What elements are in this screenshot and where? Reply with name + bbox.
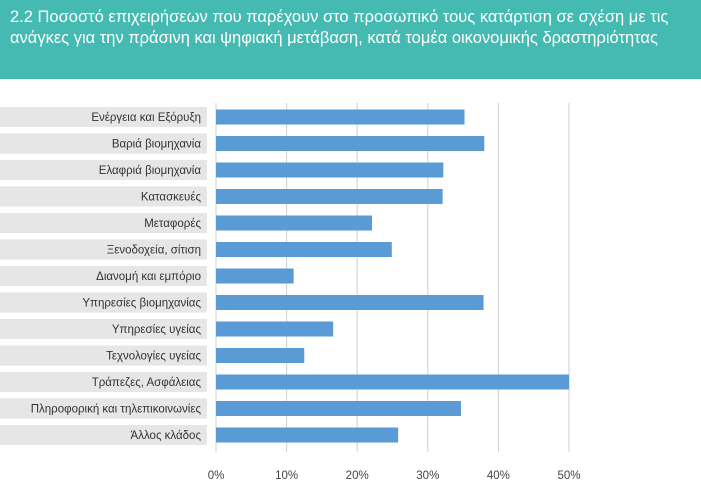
category-labels: Ενέργεια και Εξόρυξη Βαριά βιομηχανία Ελαφ…	[31, 112, 202, 442]
category-label-band	[0, 345, 207, 366]
x-tick-label: 20%	[346, 470, 369, 482]
category-label-band	[0, 107, 207, 127]
category-label: Ξενοδοχεία, σίτιση	[107, 245, 201, 257]
category-label: Τράπεζες, Ασφάλειας	[92, 377, 202, 389]
bar	[216, 162, 444, 178]
x-tick-label: 0%	[208, 470, 225, 482]
category-label-band	[0, 213, 207, 233]
category-label: Άλλος κλάδος	[131, 430, 202, 442]
category-label: Πληροφορική και τηλεπικοινωνίες	[31, 404, 202, 416]
category-label-band	[0, 372, 207, 392]
category-label: Υπηρεσίες βιομηχανίας	[82, 298, 201, 310]
category-label-band	[0, 319, 207, 339]
category-label: Κατασκευές	[141, 192, 202, 204]
category-label: Μεταφορές	[144, 218, 201, 230]
category-label: Διανομή και εμπόριο	[96, 271, 201, 283]
bar	[216, 109, 465, 125]
bar	[216, 215, 373, 231]
bar	[216, 136, 485, 151]
category-label-band	[0, 266, 207, 286]
category-label: Ενέργεια και Εξόρυξη	[91, 112, 201, 124]
bar	[216, 242, 392, 257]
category-label: Βαριά βιομηχανία	[112, 139, 202, 151]
bar	[216, 348, 305, 363]
bar	[216, 374, 569, 390]
category-label: Υπηρεσίες υγείας	[112, 324, 202, 336]
category-label-band	[0, 425, 207, 445]
category-label-band	[0, 186, 207, 207]
x-tick-label: 10%	[275, 470, 298, 482]
category-label: Ελαφριά βιομηχανία	[99, 165, 202, 177]
bar	[216, 321, 334, 337]
category-label-band	[0, 160, 207, 180]
chart-header: 2.2 Ποσοστό επιχειρήσεων που παρέχουν στ…	[0, 0, 701, 79]
category-label-band	[0, 239, 207, 260]
bar	[216, 401, 461, 416]
x-tick-label: 50%	[557, 470, 580, 482]
x-tick-labels: 0% 10% 20% 30% 40% 50%	[208, 470, 581, 482]
x-tick-label: 30%	[416, 470, 439, 482]
bars	[216, 109, 569, 443]
chart-title: 2.2 Ποσοστό επιχειρήσεων που παρέχουν στ…	[10, 8, 669, 47]
bar	[216, 427, 399, 443]
category-label: Τεχνολογίες υγείας	[106, 351, 201, 363]
category-label-band	[0, 398, 207, 419]
bar	[216, 189, 443, 204]
label-bands	[0, 107, 207, 445]
x-tick-label: 40%	[487, 470, 510, 482]
bar	[216, 268, 294, 284]
bar	[216, 295, 484, 310]
category-label-band	[0, 133, 207, 154]
category-label-band	[0, 292, 207, 313]
